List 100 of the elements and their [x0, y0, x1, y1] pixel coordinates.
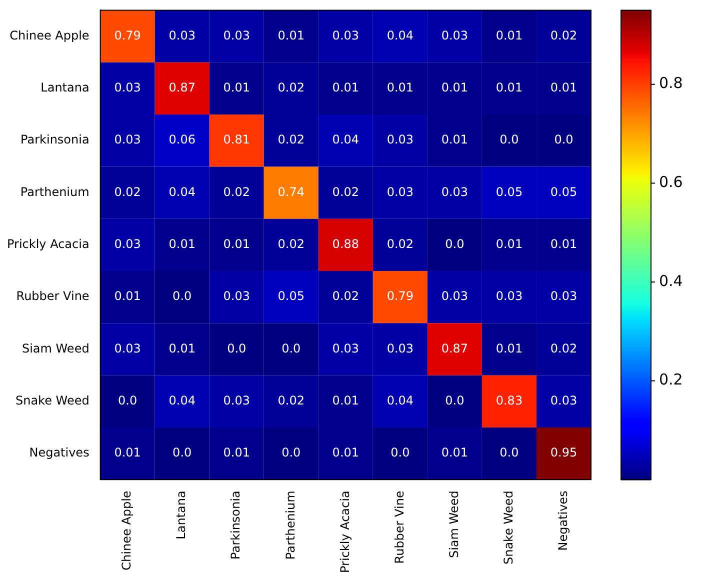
data-label: 0.04: [332, 132, 360, 147]
data-label: 0.01: [441, 80, 468, 95]
data-label: 0.02: [278, 80, 304, 95]
y-tick-label: Snake Weed: [15, 394, 90, 408]
y-tick-label: Prickly Acacia: [6, 237, 90, 252]
data-label: 0.03: [441, 184, 468, 199]
data-label: 0.04: [386, 394, 414, 408]
data-label: 0.0: [282, 446, 301, 460]
data-label: 0.01: [114, 446, 141, 460]
data-label: 0.03: [114, 341, 141, 356]
x-tick-label: Snake Weed: [501, 490, 516, 565]
x-tick-label: Siam Weed: [446, 490, 461, 558]
data-label: 0.02: [550, 28, 578, 42]
y-tick-label: Parkinsonia: [20, 132, 90, 147]
x-tick-label: Lantana: [174, 490, 188, 540]
data-label: 0.0: [500, 446, 519, 460]
data-label: 0.01: [496, 80, 523, 95]
data-label: 0.03: [386, 184, 414, 199]
data-label: 0.05: [496, 184, 523, 199]
data-label: 0.03: [496, 289, 523, 304]
data-label: 0.0: [282, 341, 301, 356]
y-tick-label: Parthenium: [20, 184, 90, 199]
data-label: 0.79: [114, 28, 141, 42]
data-label: 0.02: [278, 394, 304, 408]
data-label: 0.0: [390, 446, 410, 460]
data-label: 0.01: [550, 80, 578, 95]
data-label: 0.03: [332, 28, 360, 42]
data-label: 0.03: [168, 28, 196, 42]
data-label: 0.01: [332, 80, 360, 95]
data-label: 0.05: [550, 184, 578, 199]
y-tick-label: Chinee Apple: [10, 28, 90, 42]
data-label: 0.03: [114, 80, 141, 95]
data-label: 0.02: [278, 237, 304, 252]
data-label: 0.01: [386, 80, 414, 95]
data-label: 0.03: [550, 394, 578, 408]
data-label: 0.0: [500, 132, 519, 147]
data-label: 0.01: [168, 237, 196, 252]
data-label: 0.02: [223, 184, 250, 199]
data-label: 0.03: [550, 289, 578, 304]
data-label: 0.0: [118, 394, 138, 408]
data-label: 0.03: [441, 289, 468, 304]
data-label: 0.06: [168, 132, 196, 147]
x-tick-label: Parthenium: [283, 490, 298, 560]
data-label: 0.01: [223, 446, 250, 460]
data-label: 0.01: [223, 237, 250, 252]
data-label: 0.04: [386, 28, 414, 42]
data-label: 0.01: [496, 237, 523, 252]
data-label: 0.01: [441, 132, 468, 147]
color-bar-label: 0.6: [659, 173, 683, 192]
data-label: 0.83: [496, 394, 523, 408]
data-label: 0.03: [223, 28, 250, 42]
data-label: 0.02: [332, 184, 360, 199]
data-label: 0.02: [114, 184, 141, 199]
data-label: 0.02: [278, 132, 304, 147]
data-label: 0.01: [332, 446, 360, 460]
data-label: 0.01: [278, 28, 304, 42]
color-bar-label: 0.8: [659, 74, 683, 92]
x-tick-label: Prickly Acacia: [338, 490, 352, 574]
data-label: 0.01: [168, 341, 196, 356]
data-label: 0.01: [550, 237, 578, 252]
data-label: 0.03: [114, 237, 141, 252]
data-label: 0.95: [550, 446, 578, 460]
data-label: 0.0: [172, 289, 192, 304]
data-label: 0.01: [114, 289, 141, 304]
data-label: 0.87: [168, 80, 196, 95]
x-tick-label: Parkinsonia: [228, 490, 243, 560]
data-label: 0.0: [227, 341, 246, 356]
data-label: 0.03: [386, 341, 414, 356]
data-label: 0.87: [441, 341, 468, 356]
data-label: 0.04: [168, 184, 196, 199]
data-label: 0.03: [223, 394, 250, 408]
data-label: 0.79: [386, 289, 414, 304]
data-label: 0.01: [496, 28, 523, 42]
data-label: 0.03: [386, 132, 414, 147]
y-tick-label: Rubber Vine: [16, 289, 90, 304]
y-tick-label: Negatives: [29, 446, 90, 460]
data-label: 0.05: [278, 289, 304, 304]
data-label: 0.88: [332, 237, 360, 252]
data-label: 0.03: [223, 289, 250, 304]
data-label: 0.02: [550, 341, 578, 356]
data-label: 0.01: [332, 394, 360, 408]
y-tick-label: Siam Weed: [22, 341, 90, 356]
data-label: 0.74: [278, 184, 304, 199]
data-label: 0.81: [223, 132, 250, 147]
data-label: 0.0: [445, 237, 464, 252]
y-tick-label: Lantana: [40, 80, 90, 95]
data-label: 0.01: [496, 341, 523, 356]
data-label: 0.02: [386, 237, 414, 252]
data-label: 0.0: [172, 446, 192, 460]
data-label: 0.04: [168, 394, 196, 408]
data-label: 0.01: [441, 446, 468, 460]
data-label: 0.0: [554, 132, 574, 147]
data-label: 0.03: [114, 132, 141, 147]
data-label: 0.03: [332, 341, 360, 356]
color-bar-label: 0.4: [659, 272, 683, 290]
data-label: 0.02: [332, 289, 360, 304]
x-tick-label: Negatives: [556, 490, 570, 551]
data-label: 0.01: [223, 80, 250, 95]
data-label: 0.03: [441, 28, 468, 42]
x-tick-label: Rubber Vine: [392, 490, 406, 564]
